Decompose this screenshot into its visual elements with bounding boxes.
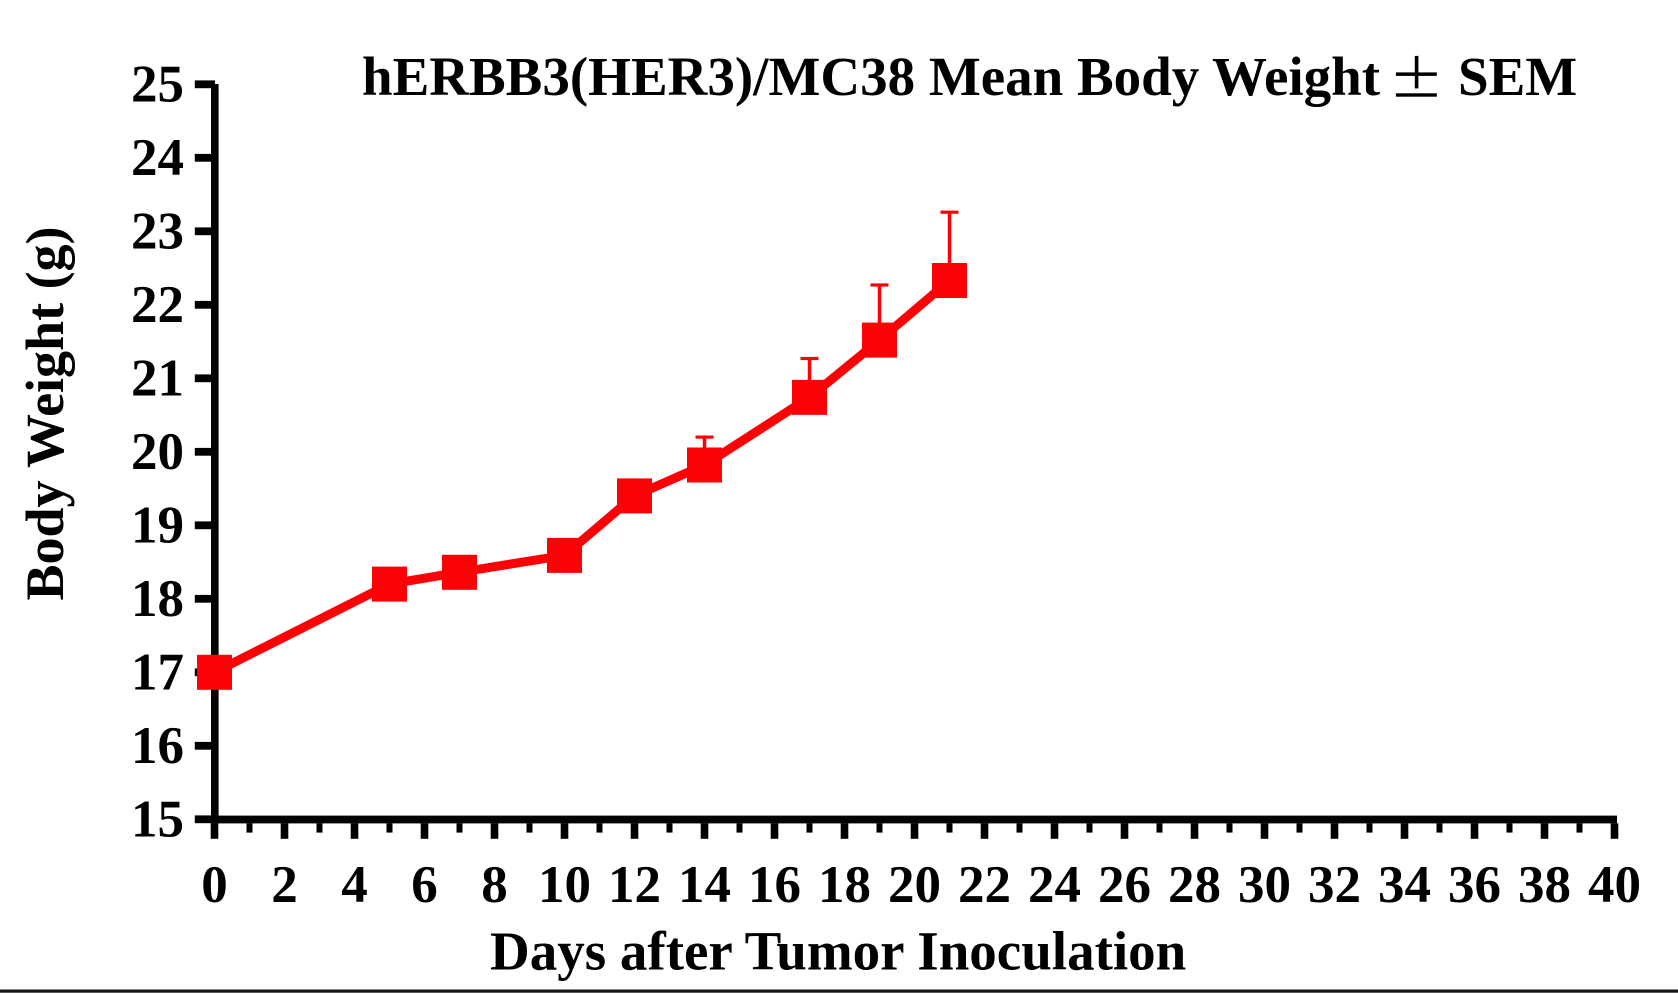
svg-text:8: 8 bbox=[481, 856, 508, 914]
svg-text:34: 34 bbox=[1378, 856, 1431, 914]
svg-text:23: 23 bbox=[131, 202, 184, 260]
svg-text:20: 20 bbox=[131, 423, 184, 481]
svg-text:21: 21 bbox=[131, 349, 184, 407]
svg-text:26: 26 bbox=[1098, 856, 1151, 914]
svg-text:14: 14 bbox=[678, 856, 731, 914]
svg-text:16: 16 bbox=[748, 856, 801, 914]
svg-text:17: 17 bbox=[131, 643, 184, 701]
svg-text:16: 16 bbox=[131, 717, 184, 775]
svg-text:25: 25 bbox=[131, 55, 184, 113]
svg-text:2: 2 bbox=[271, 856, 298, 914]
svg-text:SEM: SEM bbox=[1458, 46, 1577, 107]
svg-text:10: 10 bbox=[538, 856, 591, 914]
svg-text:12: 12 bbox=[608, 856, 661, 914]
svg-text:hERBB3(HER3)/MC38 Mean Body We: hERBB3(HER3)/MC38 Mean Body Weight bbox=[362, 46, 1381, 107]
svg-text:24: 24 bbox=[1028, 856, 1081, 914]
svg-text:36: 36 bbox=[1448, 856, 1501, 914]
svg-text:15: 15 bbox=[131, 790, 184, 848]
svg-text:22: 22 bbox=[958, 856, 1011, 914]
svg-text:0: 0 bbox=[201, 856, 228, 914]
svg-text:18: 18 bbox=[818, 856, 871, 914]
svg-text:18: 18 bbox=[131, 570, 184, 628]
svg-text:Body Weight (g): Body Weight (g) bbox=[15, 226, 75, 600]
svg-text:20: 20 bbox=[888, 856, 941, 914]
svg-text:24: 24 bbox=[131, 129, 184, 187]
svg-text:30: 30 bbox=[1238, 856, 1291, 914]
svg-text:28: 28 bbox=[1168, 856, 1221, 914]
svg-text:6: 6 bbox=[411, 856, 438, 914]
svg-text:40: 40 bbox=[1588, 856, 1641, 914]
svg-text:22: 22 bbox=[131, 276, 184, 334]
svg-text:4: 4 bbox=[341, 856, 368, 914]
svg-text:19: 19 bbox=[131, 496, 184, 554]
svg-text:32: 32 bbox=[1308, 856, 1361, 914]
svg-text:Days after Tumor Inoculation: Days after Tumor Inoculation bbox=[490, 920, 1186, 981]
svg-text:38: 38 bbox=[1518, 856, 1571, 914]
